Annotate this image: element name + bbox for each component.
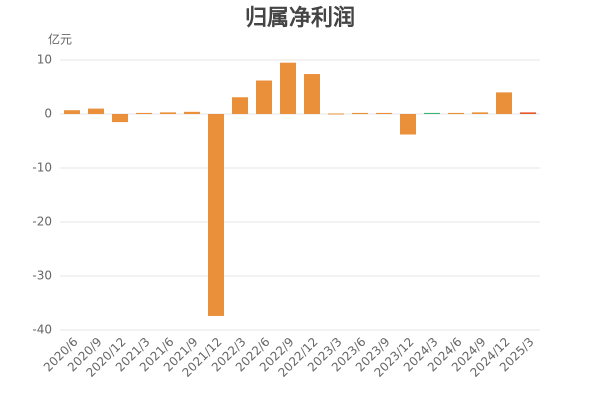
chart-title: 归属净利润 [245,5,355,31]
bar [112,114,128,123]
y-tick-label: 0 [44,107,52,121]
bar [448,112,464,114]
y-tick-label: -10 [32,161,52,175]
y-tick-label: 10 [37,53,52,67]
bar [256,80,272,114]
y-tick-label: -40 [32,323,52,337]
bar [64,110,80,114]
y-unit-label: 亿元 [48,32,72,47]
bar [376,112,392,114]
y-tick-label: -30 [32,269,52,283]
y-tick-label: -20 [32,215,52,229]
bar [304,74,320,114]
bar [232,97,248,114]
bar [136,112,152,114]
bar [424,112,440,114]
bar [520,112,536,114]
bar [280,62,296,114]
bar [88,108,104,114]
bar [208,114,224,316]
bar [184,111,200,114]
bar [352,112,368,114]
bar [496,92,512,114]
bar [472,112,488,114]
bar [328,113,344,115]
bar [160,112,176,114]
bar [400,114,416,135]
